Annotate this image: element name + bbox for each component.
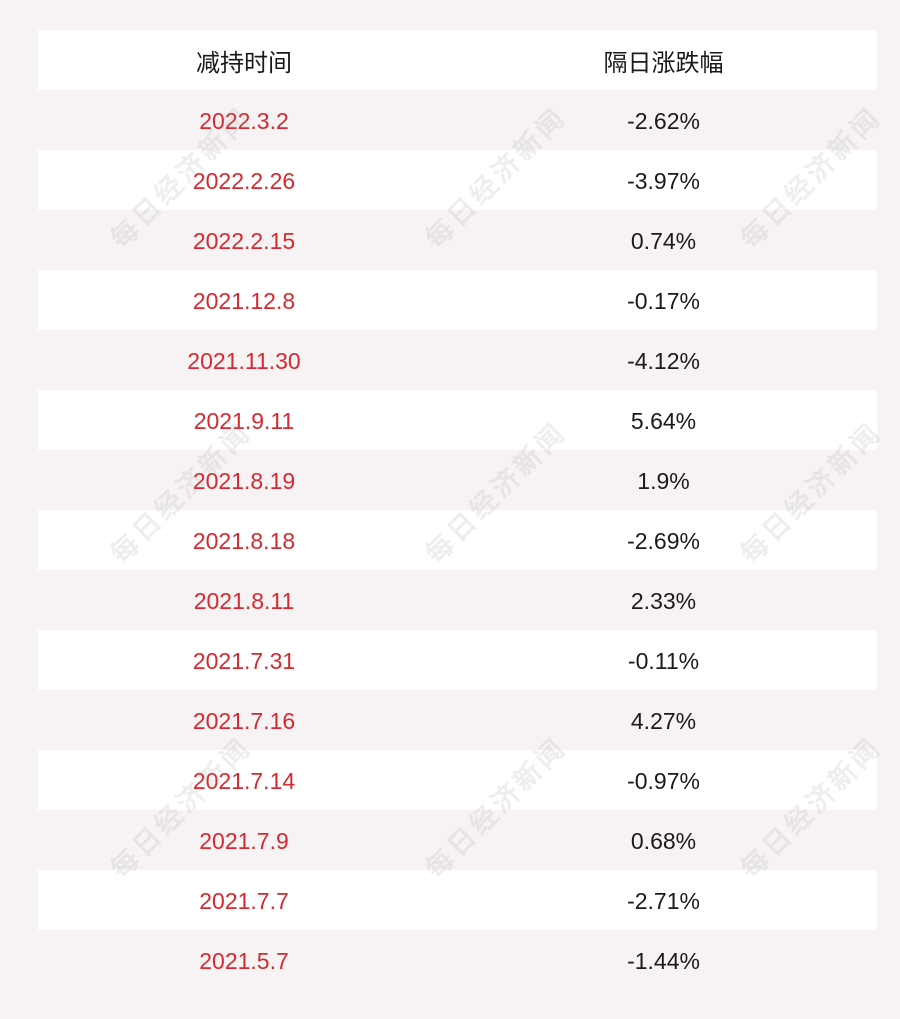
row-date: 2021.8.11 — [193, 587, 295, 614]
row-change: -2.62% — [627, 107, 700, 134]
table-row: 2021.7.9 0.68% — [38, 810, 877, 870]
table-row: 2021.8.18 -2.69% — [38, 510, 877, 570]
row-date: 2022.2.26 — [192, 167, 296, 194]
table-row: 2021.5.7 -1.44% — [38, 930, 877, 990]
row-date: 2021.12.8 — [192, 287, 296, 314]
header-date: 减持时间 — [196, 49, 292, 77]
row-change: -1.44% — [627, 947, 700, 974]
row-change: -4.12% — [627, 347, 700, 374]
table-header: 减持时间 隔日涨跌幅 — [38, 30, 877, 90]
row-date: 2021.8.19 — [192, 467, 296, 494]
row-date: 2021.7.16 — [192, 707, 296, 734]
table-row: 2021.11.30 -4.12% — [38, 330, 877, 390]
table-row: 2022.2.26 -3.97% — [38, 150, 877, 210]
row-change: -0.97% — [627, 767, 700, 794]
row-change: 0.74% — [630, 227, 697, 254]
row-change: 1.9% — [637, 467, 690, 494]
table-row: 2021.8.11 2.33% — [38, 570, 877, 630]
table-row: 2021.7.16 4.27% — [38, 690, 877, 750]
row-date: 2021.11.30 — [187, 347, 301, 374]
row-change: -2.69% — [627, 527, 700, 554]
row-change: -0.11% — [627, 647, 700, 674]
table-row: 2022.3.2 -2.62% — [38, 90, 877, 150]
row-date: 2021.7.7 — [199, 887, 289, 914]
header-change: 隔日涨跌幅 — [603, 49, 724, 77]
data-table: 减持时间 隔日涨跌幅 2022.3.2 -2.62% 2022.2.26 -3.… — [38, 30, 877, 990]
table-row: 2021.7.7 -2.71% — [38, 870, 877, 930]
row-change: 5.64% — [630, 407, 697, 434]
row-date: 2021.7.31 — [192, 647, 296, 674]
row-date: 2022.3.2 — [199, 107, 289, 134]
table-row: 2021.9.11 5.64% — [38, 390, 877, 450]
table-row: 2021.7.31 -0.11% — [38, 630, 877, 690]
row-change: -2.71% — [627, 887, 700, 914]
row-change: 4.27% — [630, 707, 697, 734]
table-row: 2021.8.19 1.9% — [38, 450, 877, 510]
row-change: -0.17% — [627, 287, 700, 314]
row-date: 2022.2.15 — [192, 227, 296, 254]
row-date: 2021.5.7 — [199, 947, 289, 974]
table-row: 2021.7.14 -0.97% — [38, 750, 877, 810]
row-date: 2021.9.11 — [193, 407, 295, 434]
row-change: -3.97% — [627, 167, 700, 194]
row-change: 0.68% — [630, 827, 697, 854]
row-date: 2021.8.18 — [192, 527, 296, 554]
row-change: 2.33% — [630, 587, 697, 614]
table-row: 2022.2.15 0.74% — [38, 210, 877, 270]
row-date: 2021.7.14 — [192, 767, 296, 794]
row-date: 2021.7.9 — [199, 827, 289, 854]
table-row: 2021.12.8 -0.17% — [38, 270, 877, 330]
